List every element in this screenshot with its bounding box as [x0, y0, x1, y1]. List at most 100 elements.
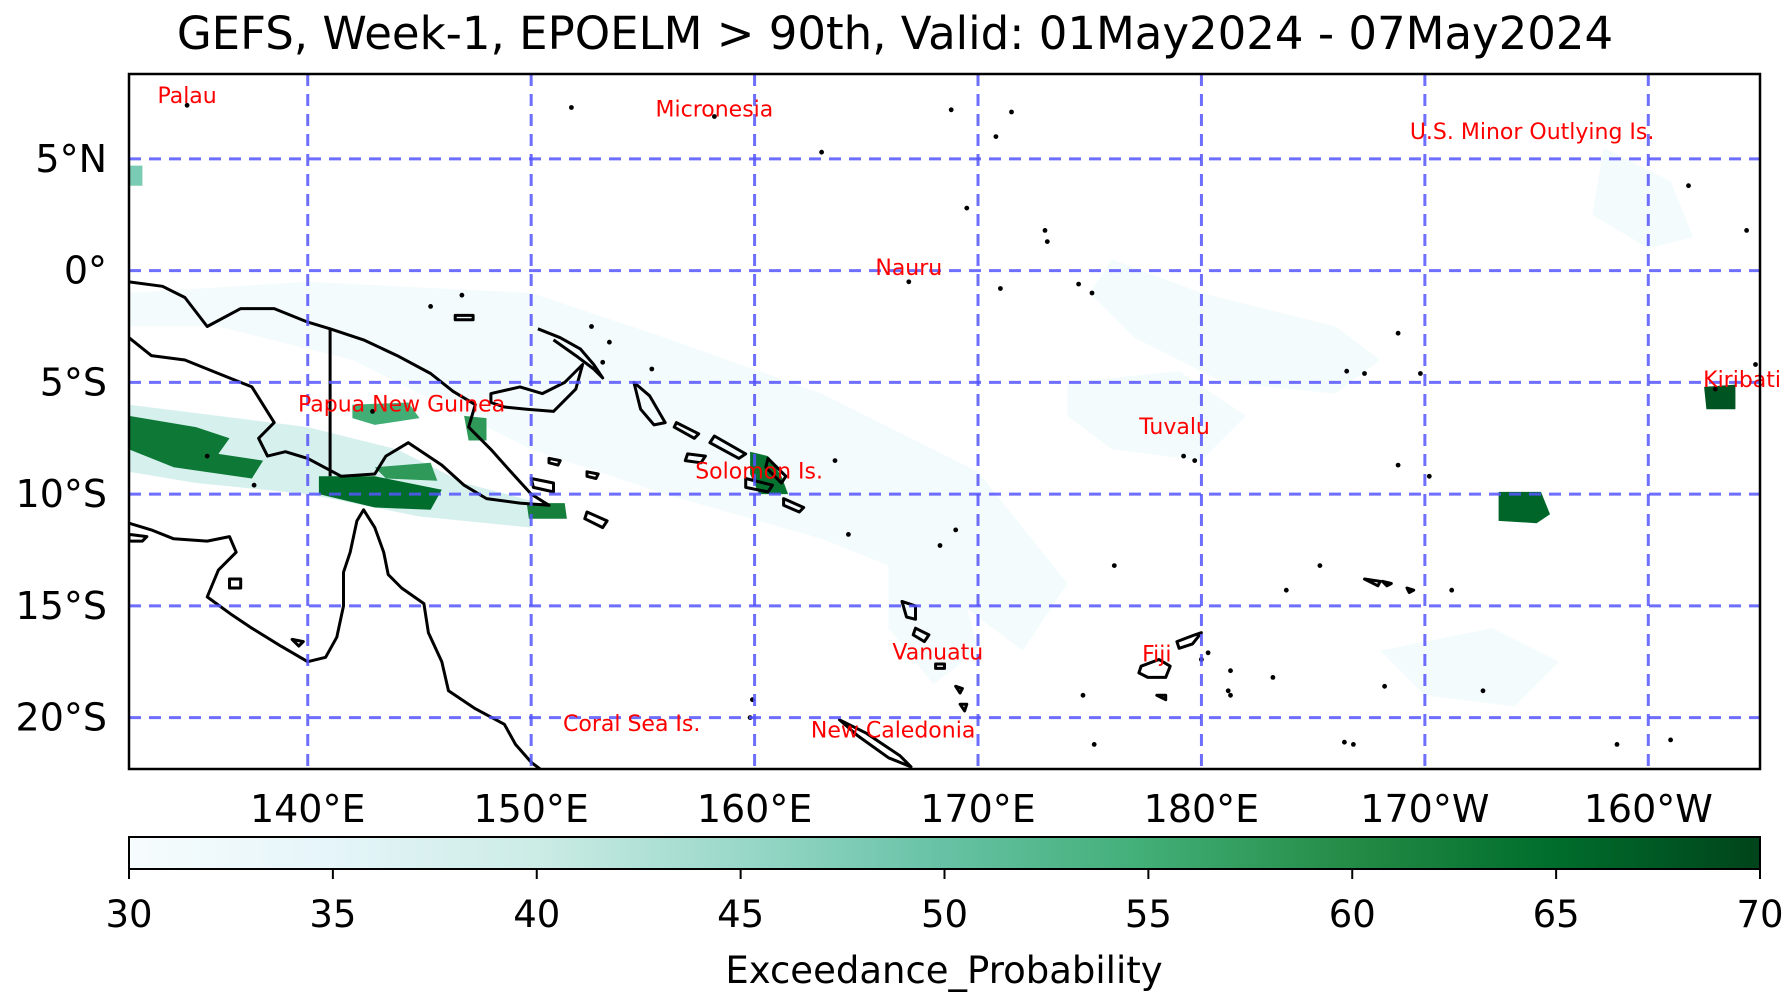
coastline-louisiade	[583, 510, 609, 530]
islet	[459, 292, 465, 298]
latitude-tick-labels: 5°N 0° 5°S 10°S 15°S 20°S	[16, 137, 107, 740]
islet	[649, 366, 655, 372]
coastline-trobriand	[547, 456, 562, 467]
lat-tick-label: 10°S	[16, 472, 107, 516]
gridlines	[129, 74, 1760, 769]
probability-region-vanuatu-patch	[888, 561, 978, 685]
lat-tick-label: 0°	[64, 249, 107, 293]
islet	[1225, 688, 1231, 694]
country-label: Tuvalu	[1138, 415, 1210, 440]
coastline-vanuatu-erromango	[954, 684, 964, 695]
lon-tick-label: 170°E	[920, 787, 1036, 831]
lat-tick-label: 15°S	[16, 584, 107, 628]
coastline-woodlark	[585, 470, 600, 480]
country-label: Coral Sea Is.	[563, 712, 700, 737]
islet	[600, 359, 606, 365]
islet	[1426, 473, 1432, 479]
islet	[1192, 458, 1198, 463]
probability-region-samoa-high	[1498, 491, 1550, 524]
coastline-vanuatu-tanna	[958, 702, 969, 713]
lon-tick-label: 140°E	[250, 787, 366, 831]
islet	[1614, 742, 1620, 747]
country-label: Nauru	[875, 256, 942, 281]
islet	[1009, 109, 1014, 115]
colorbar-tick-label: 45	[717, 893, 764, 936]
islet	[1344, 368, 1350, 374]
coastline-bougainville	[632, 380, 667, 427]
coastline-groote	[228, 577, 243, 590]
coastline-vanuatu-efate	[934, 662, 946, 670]
colorbar-tick-label: 50	[921, 893, 968, 936]
country-label: Fiji	[1142, 643, 1171, 668]
islet	[1042, 228, 1048, 233]
islet	[1395, 462, 1401, 468]
islet	[964, 205, 970, 211]
colorbar-tick-label: 40	[513, 893, 560, 936]
country-label: Micronesia	[656, 98, 774, 123]
coastline-new-ireland	[537, 327, 605, 380]
lon-tick-label: 170°W	[1360, 787, 1489, 831]
probability-region-png-highlands	[352, 402, 420, 425]
coastline-dentrecasteaux	[529, 477, 555, 494]
colorbar-tick-label: 30	[105, 893, 152, 936]
islet	[1449, 587, 1455, 593]
colorbar-tick-label: 60	[1329, 893, 1376, 936]
islet	[846, 532, 851, 537]
coastline-manus	[453, 313, 475, 322]
country-label: Solomon Is.	[695, 460, 823, 485]
islet	[1089, 290, 1095, 296]
islet	[1205, 650, 1211, 656]
coastline-makira	[782, 497, 806, 514]
map-frame	[127, 72, 1762, 771]
coastline-new-guinea	[129, 280, 551, 507]
coastline-new-georgia	[683, 452, 707, 465]
islet	[1712, 386, 1718, 392]
islet	[1395, 330, 1401, 336]
coastline-melville	[129, 532, 149, 543]
islet	[184, 102, 190, 108]
country-labels: Palau Micronesia U.S. Minor Outlying Is. Na…	[157, 84, 1781, 744]
coastline-samoa-savaii	[1380, 579, 1393, 588]
islet	[998, 286, 1003, 291]
islet	[1753, 362, 1758, 367]
islet	[1382, 683, 1387, 689]
colorbar-bar	[128, 836, 1761, 870]
islet	[589, 324, 594, 329]
colorbar-ticks: 30 35 40 45 50 55 60 65 70	[105, 869, 1784, 936]
islet	[1228, 692, 1233, 698]
islet	[819, 149, 824, 155]
islet	[1744, 228, 1749, 233]
coastline-malaita	[764, 456, 788, 485]
islet	[1091, 742, 1097, 747]
islet	[712, 114, 717, 119]
coastline-new-caledonia	[838, 718, 913, 769]
islet	[569, 105, 574, 110]
coastline-mornington	[290, 637, 305, 648]
coastline-samoa-upolu	[1363, 577, 1382, 588]
probability-region-sw-pacific-band	[129, 281, 1068, 651]
colorbar-tick-label: 70	[1736, 893, 1783, 936]
country-label: Kiribati	[1703, 368, 1781, 393]
probability-region-png-south-coast	[129, 415, 264, 479]
country-label: U.S. Minor Outlying Is.	[1410, 120, 1655, 145]
probability-region-fiji-east-patch	[1380, 628, 1559, 707]
islet	[607, 339, 612, 345]
islet	[1111, 563, 1117, 568]
map-title: GEFS, Week-1, EPOELM > 90th, Valid: 01Ma…	[176, 7, 1614, 60]
islet	[1351, 742, 1356, 747]
coastline-fiji-vitilevu	[1137, 658, 1172, 679]
islet	[1480, 688, 1486, 694]
probability-region-png-se	[526, 503, 567, 519]
lat-tick-label: 5°S	[40, 360, 107, 404]
lat-tick-label: 20°S	[16, 696, 107, 740]
islet	[1686, 183, 1691, 189]
colorbar-label: Exceedance_Probability	[725, 949, 1162, 992]
islet	[1418, 371, 1423, 376]
islet	[906, 279, 912, 285]
probability-region-gulf-papua	[374, 462, 438, 481]
islet	[1080, 692, 1086, 698]
islet	[1668, 737, 1673, 743]
islet	[251, 482, 257, 488]
coastline-santa-isabel	[708, 434, 748, 460]
colorbar-tick-label: 55	[1125, 893, 1172, 936]
